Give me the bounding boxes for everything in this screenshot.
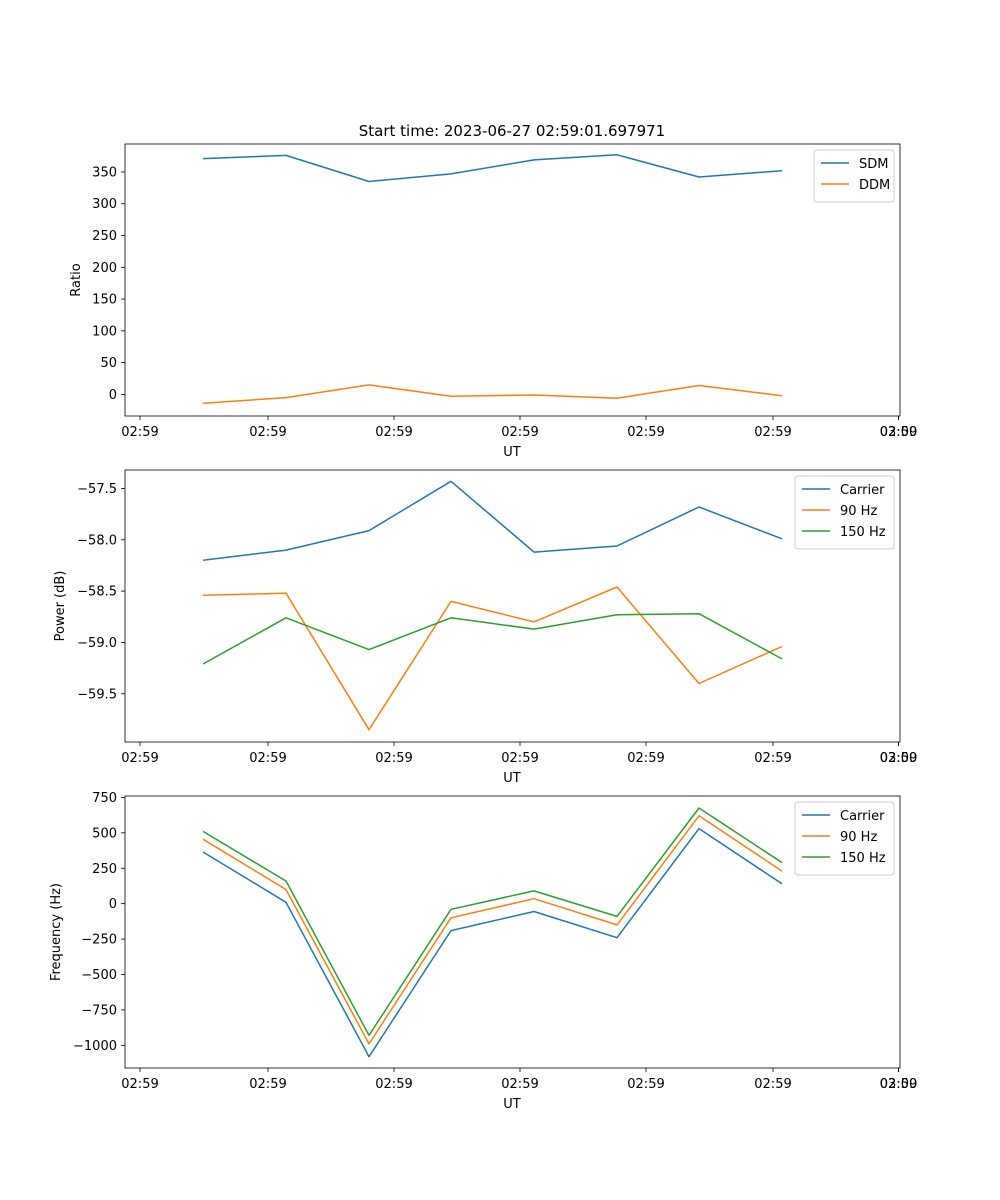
y-axis-label: Power (dB) — [53, 571, 68, 642]
legend-label-carrier: Carrier — [840, 809, 885, 824]
x-tick-label: 02:59 — [121, 751, 158, 766]
x-tick-label: 02:59 — [249, 751, 286, 766]
series-line-carrier — [202, 827, 783, 1058]
x-tick-label: 02:59 — [627, 1077, 664, 1092]
series-line-150-hz — [202, 807, 783, 1037]
y-tick-label: 200 — [92, 261, 117, 276]
y-tick-label: 150 — [92, 293, 117, 308]
x-tick-label: 02:59 — [249, 425, 286, 440]
x-tick-label: 02:59 — [249, 1077, 286, 1092]
x-tick-label: 02:59 — [627, 751, 664, 766]
chart-panel-1: 02:59 02:59 02:59 02:59 02:59 02:59 02:5903:00… — [69, 143, 917, 460]
x-tick-label: 02:59 — [121, 425, 158, 440]
x-tick-label: 02:59 — [501, 751, 538, 766]
y-tick-label: 350 — [92, 165, 117, 180]
x-tick-label: 02:59 — [880, 1077, 917, 1092]
y-axis-label: Frequency (Hz) — [49, 883, 64, 981]
y-tick-label: −750 — [81, 1003, 117, 1018]
series-line-ddm — [202, 384, 783, 405]
x-tick-label: 02:59 — [754, 1077, 791, 1092]
series-line-150-hz — [202, 612, 783, 665]
axes-frame — [124, 795, 901, 1069]
y-tick-label: −59.5 — [77, 687, 117, 702]
legend-label-90-hz: 90 Hz — [840, 504, 877, 519]
x-tick-label: 02:59 — [501, 425, 538, 440]
series-line-carrier — [202, 480, 783, 562]
x-tick-label: 03:00 — [880, 1077, 917, 1092]
y-tick-label: 0 — [109, 897, 117, 912]
x-tick-label: 03:00 — [880, 751, 917, 766]
x-tick-label: 02:59 — [754, 425, 791, 440]
panels: 02:59 02:59 02:59 02:59 02:59 02:59 02:5903:00… — [49, 143, 917, 1112]
legend: SDM DDM — [813, 149, 895, 203]
y-tick-label: −1000 — [73, 1039, 117, 1054]
series-line-sdm — [202, 154, 783, 183]
x-tick-label: 02:59 — [501, 1077, 538, 1092]
y-tick-label: −58.5 — [77, 585, 117, 600]
y-tick-label: 50 — [100, 356, 117, 371]
x-axis-label: UT — [503, 445, 521, 460]
axes-frame — [124, 143, 901, 417]
y-tick-label: −59.0 — [77, 636, 117, 651]
x-tick-label: 02:59 — [375, 751, 412, 766]
figure-title: Start time: 2023-06-27 02:59:01.697971 — [359, 122, 665, 140]
y-tick-label: −58.0 — [77, 533, 117, 548]
x-axis-label: UT — [503, 771, 521, 786]
legend-label-carrier: Carrier — [840, 483, 885, 498]
legend-label-90-hz: 90 Hz — [840, 830, 877, 845]
x-tick-label: 02:59 — [754, 751, 791, 766]
x-tick-label: 02:59 — [121, 1077, 158, 1092]
legend-label-150-hz: 150 Hz — [840, 851, 886, 866]
y-tick-label: 750 — [92, 791, 117, 806]
y-tick-label: −57.5 — [77, 482, 117, 497]
series-line-90-hz — [202, 815, 783, 1045]
y-tick-label: −250 — [81, 933, 117, 948]
x-tick-label: 02:59 — [375, 1077, 412, 1092]
legend-label-sdm: SDM — [859, 157, 888, 172]
legend-label-150-hz: 150 Hz — [840, 525, 886, 540]
x-tick-label: 03:00 — [880, 425, 917, 440]
y-tick-label: 0 — [109, 388, 117, 403]
x-tick-label: 02:59 — [375, 425, 412, 440]
y-tick-label: −500 — [81, 968, 117, 983]
legend: Carrier 90 Hz 150 Hz — [794, 475, 895, 550]
y-tick-label: 500 — [92, 826, 117, 841]
x-tick-label: 02:59 — [880, 425, 917, 440]
y-tick-label: 250 — [92, 862, 117, 877]
x-tick-label: 02:59 — [880, 751, 917, 766]
chart-panel-3: 02:59 02:59 02:59 02:59 02:59 02:59 02:5903:00… — [49, 791, 917, 1112]
chart-panel-2: 02:59 02:59 02:59 02:59 02:59 02:59 02:5903:00… — [53, 469, 917, 786]
y-tick-label: 300 — [92, 197, 117, 212]
y-tick-label: 250 — [92, 229, 117, 244]
legend: Carrier 90 Hz 150 Hz — [794, 801, 895, 876]
legend-label-ddm: DDM — [859, 178, 890, 193]
x-axis-label: UT — [503, 1097, 521, 1112]
y-axis-label: Ratio — [69, 263, 84, 296]
axes-frame — [124, 469, 901, 743]
series-line-90-hz — [202, 586, 783, 731]
x-tick-label: 02:59 — [627, 425, 664, 440]
y-tick-label: 100 — [92, 324, 117, 339]
